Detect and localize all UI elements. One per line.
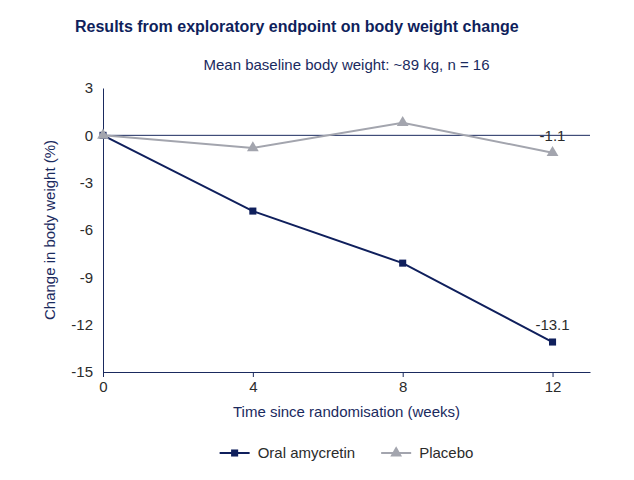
y-tick-label: -6: [80, 221, 93, 238]
x-axis: 0 4 8 12: [99, 372, 590, 395]
series-marker: [97, 129, 109, 139]
data: [97, 116, 590, 346]
legend-item: Placebo: [381, 444, 473, 461]
y-tick: -6: [80, 221, 103, 238]
legend-item: Oral amycretin: [220, 444, 356, 461]
x-axis-title: Time since randomisation (weeks): [233, 403, 460, 420]
x-tick-mark: [253, 372, 254, 377]
y-axis: -15 -12 -9 -6 -3 0 3: [71, 79, 103, 380]
reference-line: [103, 135, 590, 136]
title: Results from exploratory endpoint on bod…: [75, 18, 519, 35]
series-marker: [549, 338, 556, 345]
plot: -15 -12 -9 -6 -3 0 3 0 4 8 12 -1.1 -13.1: [71, 79, 590, 394]
x-tick-label: 8: [399, 378, 407, 395]
annotation: -13.1: [535, 316, 569, 333]
legend: Oral amycretin Placebo: [220, 444, 474, 461]
y-tick: -15: [71, 363, 103, 380]
x-tick-label: 4: [249, 378, 257, 395]
series-line: [103, 135, 553, 342]
x-tick-mark: [553, 372, 554, 377]
series-marker: [399, 260, 406, 267]
y-tick-label: -9: [80, 269, 93, 286]
x-tick-mark: [403, 372, 404, 377]
y-tick: 3: [85, 79, 103, 96]
series-marker: [247, 141, 259, 151]
y-tick-label: -12: [71, 316, 93, 333]
y-tick: -12: [71, 316, 103, 333]
y-tick: -3: [80, 174, 103, 191]
series-marker: [547, 146, 559, 156]
legend-marker: [390, 446, 402, 456]
x-tick: 8: [399, 372, 407, 395]
x-tick-label: 0: [99, 378, 107, 395]
y-tick-label: 0: [85, 127, 93, 144]
y-tick-label: -15: [71, 363, 93, 380]
y-tick-label: -3: [80, 174, 93, 191]
series-marker: [249, 208, 256, 215]
x-tick: 4: [249, 372, 257, 395]
x-tick: 12: [545, 372, 562, 395]
x-tick-label: 12: [545, 378, 562, 395]
y-axis-title: Change in body weight (%): [41, 140, 58, 320]
legend-marker: [231, 449, 238, 456]
subtitle: Mean baseline body weight: ~89 kg, n = 1…: [203, 56, 489, 73]
legend-label: Placebo: [419, 444, 473, 461]
legend-label: Oral amycretin: [258, 444, 356, 461]
annotation: -1.1: [540, 127, 566, 144]
x-axis-line: [104, 372, 591, 373]
x-tick: 0: [99, 372, 107, 395]
series-marker: [397, 116, 409, 126]
chart: Results from exploratory endpoint on bod…: [0, 0, 634, 480]
y-tick: -9: [80, 269, 103, 286]
y-tick-label: 3: [85, 79, 93, 96]
series-line: [103, 123, 553, 153]
x-tick-mark: [103, 372, 104, 377]
